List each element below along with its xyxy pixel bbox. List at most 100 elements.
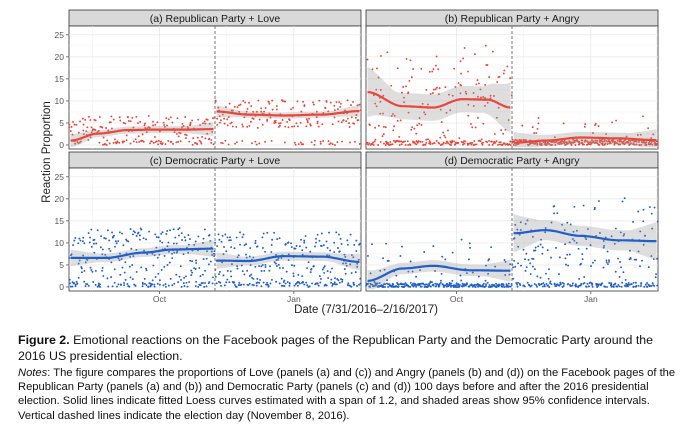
data-point (336, 108, 339, 111)
data-point (93, 242, 95, 245)
data-point (189, 121, 192, 124)
data-point (448, 93, 450, 96)
data-point (623, 139, 626, 142)
data-point (503, 286, 506, 288)
confidence-band-post (513, 214, 657, 261)
loess-line-pre (367, 91, 511, 109)
data-point (150, 283, 153, 286)
data-point (171, 252, 173, 255)
data-point (166, 245, 169, 248)
data-point (119, 283, 122, 286)
data-point (97, 129, 100, 132)
data-point (484, 96, 487, 99)
data-point (409, 285, 412, 288)
data-point (78, 259, 81, 262)
data-point (470, 284, 473, 287)
data-point (107, 285, 110, 288)
data-point (239, 103, 242, 106)
data-point (591, 285, 594, 288)
data-point (396, 67, 399, 70)
data-point (254, 265, 257, 268)
data-point (135, 270, 138, 273)
data-point (655, 143, 658, 146)
data-point (638, 144, 641, 146)
data-point (407, 285, 410, 288)
data-point (356, 285, 358, 287)
data-point (537, 245, 540, 248)
data-point (283, 285, 286, 288)
caption-figure-label: Figure 2. (18, 333, 70, 347)
data-point (501, 285, 504, 288)
data-point (338, 233, 340, 236)
data-point (161, 231, 164, 234)
data-point (470, 143, 473, 146)
data-point (469, 246, 471, 249)
data-point (175, 273, 178, 276)
data-point (458, 284, 461, 287)
data-point (477, 82, 480, 85)
data-point (302, 100, 305, 103)
data-point (481, 143, 484, 146)
data-point (86, 259, 89, 262)
data-point (648, 285, 651, 288)
data-point (594, 122, 597, 125)
data-point (187, 243, 190, 246)
data-point (242, 283, 245, 286)
data-point (472, 104, 475, 107)
data-point (169, 229, 171, 232)
data-point (410, 128, 413, 131)
data-point (403, 285, 406, 288)
data-point (89, 136, 92, 139)
data-point (112, 141, 115, 144)
data-point (200, 142, 203, 145)
data-point (650, 255, 653, 258)
data-point (164, 283, 167, 286)
data-point (465, 92, 468, 95)
data-point (88, 241, 91, 244)
data-point (575, 138, 578, 141)
data-point (640, 143, 643, 146)
data-point (451, 251, 454, 254)
data-point (489, 94, 492, 97)
data-point (415, 285, 418, 288)
data-point (422, 282, 425, 285)
data-point (74, 142, 77, 145)
data-point (651, 143, 654, 146)
data-point (485, 285, 487, 287)
data-point (75, 280, 78, 283)
data-point (241, 123, 244, 126)
data-point (475, 143, 478, 146)
data-point (217, 233, 220, 236)
data-point (359, 242, 362, 245)
data-point (183, 236, 186, 239)
data-point (118, 231, 121, 234)
data-point (248, 101, 250, 104)
data-point (561, 142, 564, 145)
data-point (572, 141, 575, 144)
data-point (121, 232, 123, 235)
data-point (117, 283, 120, 286)
data-point (656, 220, 659, 223)
data-point (531, 126, 534, 129)
data-point (585, 247, 588, 250)
data-point (315, 116, 318, 119)
data-point (240, 283, 243, 286)
data-point (123, 284, 126, 287)
data-point (184, 137, 187, 140)
data-point (522, 248, 525, 251)
data-point (294, 247, 297, 250)
data-point (423, 111, 426, 114)
data-point (226, 278, 229, 281)
data-point (216, 123, 219, 126)
data-point (647, 266, 650, 269)
data-point (573, 139, 576, 142)
data-point (195, 142, 198, 145)
data-point (441, 143, 443, 146)
data-point (575, 285, 578, 288)
data-point (650, 212, 653, 215)
data-point (385, 242, 388, 245)
data-point (516, 283, 518, 286)
data-point (515, 282, 518, 284)
data-point (608, 260, 610, 263)
data-point (202, 258, 205, 261)
